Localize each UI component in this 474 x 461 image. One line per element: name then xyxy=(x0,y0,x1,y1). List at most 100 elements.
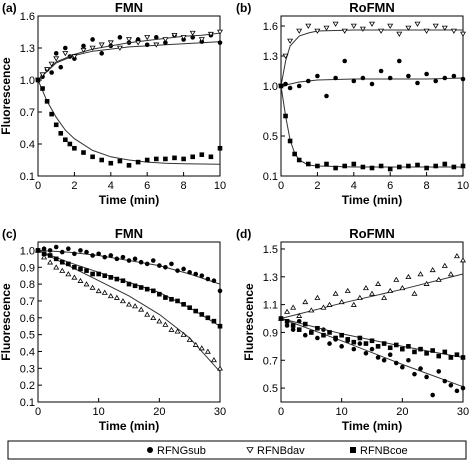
data-point xyxy=(306,161,311,167)
data-point xyxy=(435,276,442,282)
data-point xyxy=(362,285,369,291)
data-point xyxy=(369,81,375,87)
data-point xyxy=(193,271,199,277)
y-tick-label: 1.3 xyxy=(20,43,35,55)
data-point xyxy=(175,298,180,304)
panel-d: (d) RoFMN 0 10 20 30 0.5 0.7 0.9 1.1 1.3 1.5 Time (m… xyxy=(236,226,469,433)
data-point xyxy=(454,388,460,394)
data-point xyxy=(351,346,357,352)
y-tick-label: 0.5 xyxy=(263,383,278,395)
data-point xyxy=(181,266,186,272)
data-point xyxy=(324,93,329,99)
data-point xyxy=(81,150,86,155)
data-point xyxy=(107,40,114,46)
x-tick-label: 10 xyxy=(336,406,348,418)
data-point xyxy=(47,259,54,265)
data-point xyxy=(47,253,53,258)
data-point xyxy=(290,304,297,310)
data-point xyxy=(287,138,293,144)
fit-line xyxy=(280,273,464,319)
data-point xyxy=(71,54,78,60)
data-point xyxy=(59,259,65,265)
data-point xyxy=(217,288,223,294)
data-point xyxy=(116,45,123,51)
data-point xyxy=(190,154,195,160)
data-point xyxy=(153,42,160,48)
data-point xyxy=(71,274,78,280)
data-point xyxy=(168,326,175,332)
data-point xyxy=(296,327,302,332)
data-point xyxy=(287,85,293,91)
data-point xyxy=(278,316,284,321)
data-point xyxy=(324,161,329,167)
y-tick-label: 0.4 xyxy=(20,139,35,151)
data-point xyxy=(40,86,45,91)
data-point xyxy=(447,271,454,277)
data-point xyxy=(406,344,411,349)
data-point xyxy=(296,157,302,163)
y-axis-label: Fluorescence xyxy=(0,57,13,135)
x-tick-label: 2 xyxy=(314,180,320,192)
y-tick-label: 0.5 xyxy=(20,330,35,342)
panel-c: (c) FMN 0 10 20 30 0.1 0.2 0.3 0.4 0.5 0.6 0.7 0.8 0.9… xyxy=(0,226,226,433)
data-point xyxy=(314,28,321,34)
data-point xyxy=(53,256,59,262)
data-point xyxy=(72,251,77,257)
legend-marker xyxy=(147,447,153,453)
data-point xyxy=(308,307,315,313)
data-point xyxy=(375,280,382,286)
data-point xyxy=(162,37,169,43)
data-point xyxy=(95,287,102,294)
data-point xyxy=(430,348,435,353)
data-point xyxy=(451,73,457,79)
data-point xyxy=(284,319,290,324)
x-axis-label: Time (min) xyxy=(342,419,402,433)
series-RFNBdav xyxy=(278,21,466,89)
data-point xyxy=(442,349,448,355)
data-point xyxy=(460,76,466,82)
data-point xyxy=(126,163,132,168)
x-tick-label: 0 xyxy=(278,180,284,192)
legend-marker xyxy=(246,447,254,454)
data-point xyxy=(53,264,60,270)
data-point xyxy=(351,78,357,84)
data-point xyxy=(460,385,466,391)
data-point xyxy=(363,341,369,346)
data-point xyxy=(305,23,312,29)
data-point xyxy=(442,75,448,81)
data-point xyxy=(162,321,169,327)
data-point xyxy=(315,325,320,331)
series-RFNGsub xyxy=(278,58,466,99)
data-point xyxy=(387,75,393,81)
series-RFNBcoe xyxy=(35,248,223,329)
data-point xyxy=(114,256,120,262)
data-point xyxy=(448,383,454,388)
data-point xyxy=(193,308,199,314)
data-point xyxy=(448,355,454,360)
data-point xyxy=(217,40,223,45)
data-point xyxy=(102,254,108,260)
data-point xyxy=(341,28,348,34)
data-point xyxy=(187,305,192,310)
data-point xyxy=(359,26,366,32)
plot-frame xyxy=(280,241,464,403)
data-point xyxy=(429,266,436,273)
data-point xyxy=(453,253,460,259)
x-tick-label: 30 xyxy=(214,406,226,418)
data-point xyxy=(144,286,150,292)
data-point xyxy=(175,268,180,273)
data-point xyxy=(332,290,339,296)
data-point xyxy=(89,45,96,51)
data-point xyxy=(81,43,86,49)
data-point xyxy=(144,42,150,48)
y-tick-label: 0.8 xyxy=(20,279,35,291)
data-point xyxy=(412,349,417,355)
fit-line xyxy=(280,85,463,168)
data-point xyxy=(90,253,95,258)
fit-line xyxy=(280,318,464,358)
data-point xyxy=(356,294,363,300)
data-point xyxy=(211,278,217,284)
data-point xyxy=(48,61,55,67)
data-point xyxy=(415,162,420,168)
data-point xyxy=(96,271,101,277)
